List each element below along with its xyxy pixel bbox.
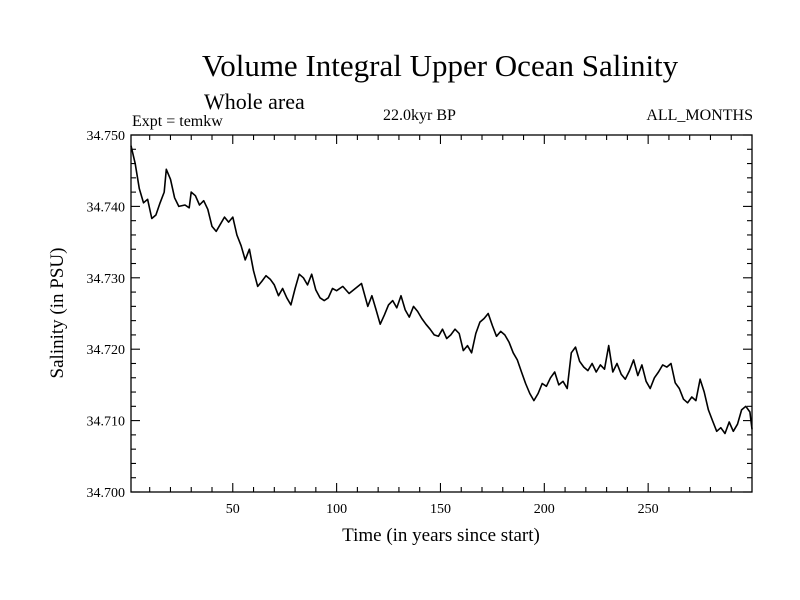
x-tick-label: 150 <box>430 502 451 517</box>
y-tick-label: 34.740 <box>87 200 126 215</box>
chart-subtitle: Whole area <box>204 89 305 114</box>
x-axis-label: Time (in years since start) <box>342 525 540 546</box>
y-tick-label: 34.700 <box>87 486 126 501</box>
x-tick-label: 100 <box>326 502 347 517</box>
plot-frame <box>130 134 753 493</box>
salinity-series-line <box>130 145 753 435</box>
x-tick-label: 250 <box>638 502 659 517</box>
y-tick-label: 34.730 <box>87 272 126 287</box>
y-tick-label: 34.710 <box>87 415 126 430</box>
months-label: ALL_MONTHS <box>646 107 753 124</box>
axis-tick-labels: 50 100 150 200 250 34.700 34.710 34.720 34.730 34… <box>87 129 659 517</box>
chart-title: Volume Integral Upper Ocean Salinity <box>201 48 679 83</box>
period-label: 22.0kyr BP <box>383 107 456 124</box>
y-tick-label: 34.720 <box>87 343 126 358</box>
x-tick-label: 50 <box>226 502 240 517</box>
axis-ticks <box>131 134 752 493</box>
y-tick-label: 34.750 <box>87 129 126 144</box>
y-axis-label: Salinity (in PSU) <box>47 248 68 379</box>
x-tick-label: 200 <box>534 502 555 517</box>
experiment-label: Expt = temkw <box>132 113 223 130</box>
